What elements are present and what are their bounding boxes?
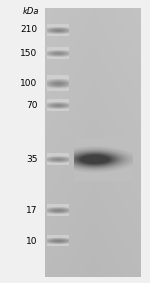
Text: 10: 10: [26, 237, 38, 246]
Text: 70: 70: [26, 101, 38, 110]
Text: kDa: kDa: [22, 7, 39, 16]
Text: 100: 100: [20, 79, 38, 88]
Text: 150: 150: [20, 49, 38, 58]
Text: 35: 35: [26, 155, 38, 164]
Text: 17: 17: [26, 206, 38, 215]
Text: 210: 210: [20, 25, 38, 34]
